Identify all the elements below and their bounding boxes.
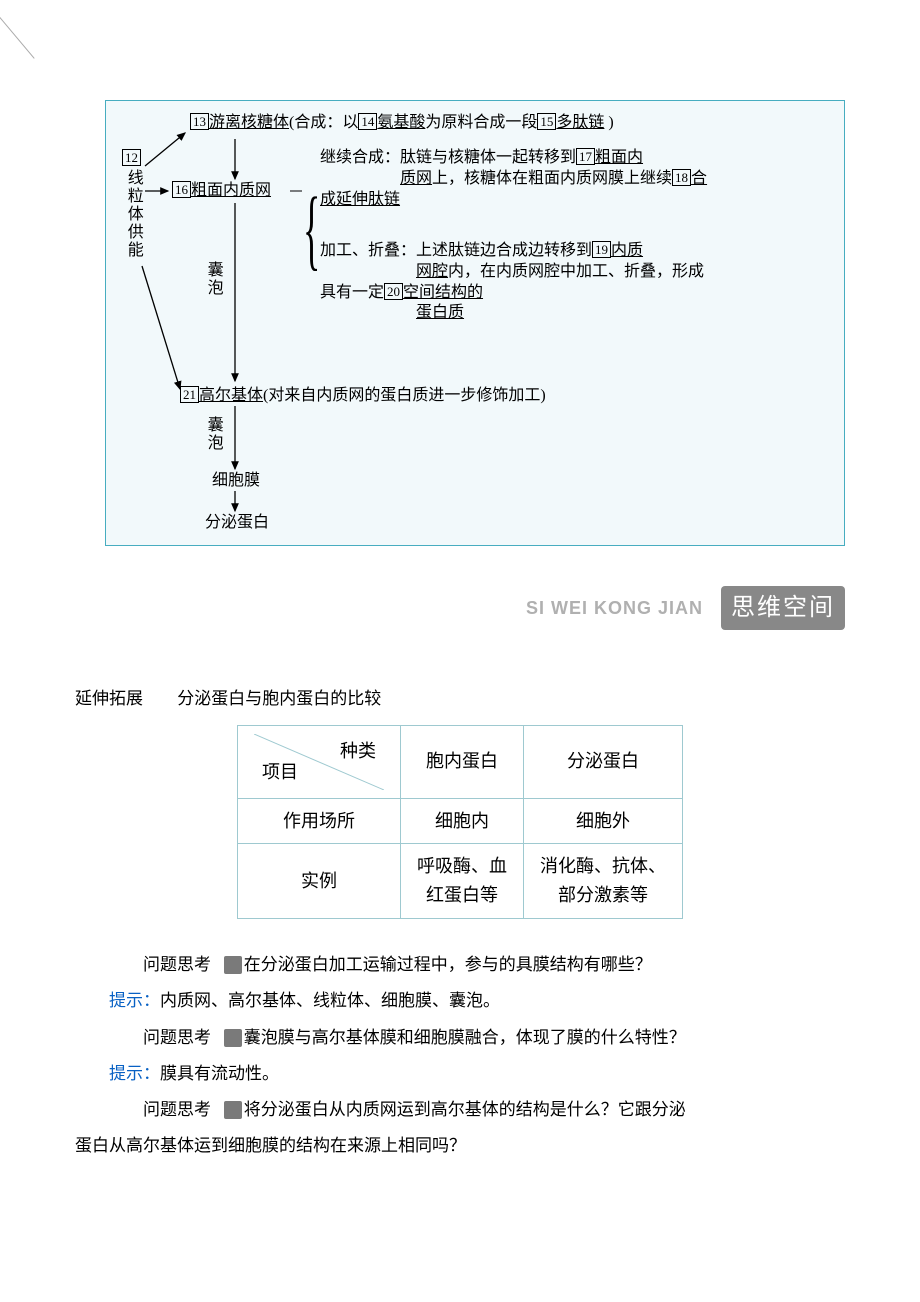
table-row: 种类 项目 胞内蛋白 分泌蛋白 (238, 725, 683, 798)
qnum-icon: 3 (224, 1101, 242, 1119)
vesicle-2: 囊泡 (204, 416, 222, 452)
brace: { (303, 158, 320, 302)
col-header: 分泌蛋白 (524, 725, 683, 798)
question-2: 问题思考 2囊泡膜与高尔基体膜和细胞膜融合，体现了膜的什么特性？ (75, 1022, 845, 1054)
qnum-icon: 1 (224, 956, 242, 974)
section-banner: SI WEI KONG JIAN 思维空间 (75, 586, 845, 630)
extension-title: 分泌蛋白与胞内蛋白的比较 (177, 689, 381, 708)
col-header: 胞内蛋白 (401, 725, 524, 798)
num-12: 12 (122, 149, 141, 166)
banner-title: 思维空间 (721, 586, 845, 630)
hint-label: 提示： (109, 991, 160, 1010)
table-row: 作用场所 细胞内 细胞外 (238, 798, 683, 844)
box-12: 12 (122, 149, 141, 170)
comparison-table: 种类 项目 胞内蛋白 分泌蛋白 作用场所 细胞内 细胞外 实例 呼吸酶、血 红蛋… (237, 725, 683, 919)
banner-slash (0, 12, 35, 59)
table-cell: 细胞外 (524, 798, 683, 844)
question-1: 问题思考 1在分泌蛋白加工运输过程中，参与的具膜结构有哪些？ (75, 949, 845, 981)
hint-label: 提示： (109, 1064, 160, 1083)
row-header: 作用场所 (238, 798, 401, 844)
banner-pinyin: SI WEI KONG JIAN (526, 594, 703, 623)
table-cell: 细胞内 (401, 798, 524, 844)
extension-row: 延伸拓展 分泌蛋白与胞内蛋白的比较 (75, 685, 845, 712)
table-cell: 消化酶、抗体、 部分激素等 (524, 844, 683, 919)
mito-label: 线粒体供能 (122, 169, 143, 259)
row-16: 16粗面内质网 (172, 181, 271, 202)
table-cell: 呼吸酶、血 红蛋白等 (401, 844, 524, 919)
diagonal-header: 种类 项目 (238, 725, 401, 798)
row-header: 实例 (238, 844, 401, 919)
question-3-cont: 蛋白从高尔基体运到细胞膜的结构在来源上相同吗？ (75, 1130, 845, 1162)
table-row: 实例 呼吸酶、血 红蛋白等 消化酶、抗体、 部分激素等 (238, 844, 683, 919)
protein-pathway-diagram: 12 线粒体供能 13游离核糖体(合成：以14氨基酸为原料合成一段15多肽链 )… (105, 100, 845, 546)
membrane: 细胞膜 (212, 471, 260, 492)
secreted-protein: 分泌蛋白 (205, 513, 269, 534)
question-3: 问题思考 3将分泌蛋白从内质网运到高尔基体的结构是什么？它跟分泌 (75, 1094, 845, 1126)
row-13: 13游离核糖体(合成：以14氨基酸为原料合成一段15多肽链 ) (190, 113, 614, 134)
vesicle-1: 囊泡 (204, 261, 222, 297)
row-21: 21高尔基体(对来自内质网的蛋白质进一步修饰加工) (180, 386, 546, 407)
answer-2: 提示：膜具有流动性。 (75, 1058, 845, 1090)
process-block: 加工、折叠：上述肽链边合成边转移到19内质 加工、折叠：网腔内，在内质网腔中加工… (320, 241, 720, 324)
continue-block: 继续合成：肽链与核糖体一起转移到17粗面内 继续合成：质网上，核糖体在粗面内质网… (320, 148, 710, 210)
answer-1: 提示：内质网、高尔基体、线粒体、细胞膜、囊泡。 (75, 985, 845, 1017)
extension-label: 延伸拓展 (75, 685, 143, 712)
qnum-icon: 2 (224, 1029, 242, 1047)
